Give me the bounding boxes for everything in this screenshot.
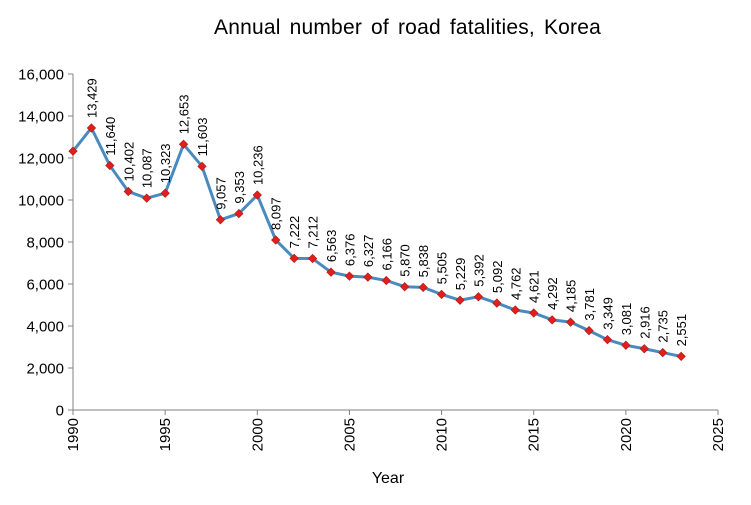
data-label: 4,185 [564,280,579,313]
series-line [71,126,683,358]
data-point [289,253,299,263]
data-label: 8,097 [269,197,284,230]
data-label: 4,621 [527,270,542,303]
data-label: 5,505 [435,252,450,285]
data-label: 9,057 [213,177,228,210]
data-label: 10,236 [250,145,265,185]
data-label: 5,392 [471,254,486,287]
data-point [547,315,557,325]
data-point [584,325,594,336]
data-label: 3,781 [582,288,597,321]
y-tick-label: 16,000 [18,67,64,84]
data-label: 6,166 [379,238,394,271]
data-point [455,295,465,305]
chart-title: Annual number of road fatalities, Korea [213,16,602,39]
data-point [178,139,189,149]
data-label: 7,212 [306,216,321,249]
y-tick-label: 12,000 [18,151,64,168]
data-label: 3,349 [600,297,615,330]
data-point [326,267,336,277]
data-point [363,272,373,282]
data-point [418,282,428,293]
data-point [68,146,78,156]
data-label: 7,222 [287,216,302,249]
data-label: 4,762 [508,267,523,300]
y-tick-label: 2,000 [26,361,64,378]
data-point [271,235,281,245]
x-tick-label: 2025 [710,418,727,451]
data-label: 11,640 [103,117,118,156]
data-label: 2,551 [674,314,689,347]
data-point [234,208,244,219]
data-point [658,347,668,358]
data-label: 5,870 [398,244,413,277]
data-label: 12,653 [177,95,192,135]
data-point [160,188,170,198]
data-label: 4,292 [545,277,560,310]
data-point [529,308,539,318]
y-tick-label: 14,000 [18,109,64,126]
data-point [344,271,355,281]
data-label: 2,916 [637,306,652,339]
data-label: 10,402 [121,142,136,182]
data-label: 6,376 [342,234,357,267]
x-tick-label: 2015 [526,418,543,451]
data-point [565,317,576,327]
data-point [86,123,97,133]
x-tick-label: 2020 [618,418,635,451]
data-point [123,186,133,197]
data-point [400,282,410,292]
data-point [510,305,520,315]
data-point [602,335,613,345]
data-point [436,289,447,300]
data-label: 10,087 [140,148,155,188]
data-point [142,193,152,203]
data-point [197,161,207,171]
data-label: 9,353 [232,171,247,204]
y-tick-label: 8,000 [26,235,64,252]
x-tick-label: 1990 [65,418,82,451]
data-label: 5,092 [490,261,505,294]
x-tick-label: 2005 [341,418,358,451]
data-label: 3,081 [619,303,634,336]
data-point [492,298,502,308]
data-label: 11,603 [195,118,210,157]
data-label: 5,229 [453,258,468,291]
data-point [381,275,391,286]
data-label: 6,327 [361,235,376,268]
y-tick-label: 0 [56,403,64,420]
x-axis-title: Year [371,470,405,487]
data-point [252,190,262,200]
y-tick-label: 6,000 [26,277,64,294]
data-point [621,340,631,350]
data-label: 2,735 [656,310,671,343]
data-label: 10,323 [158,143,173,183]
data-point [215,215,226,225]
y-tick-label: 4,000 [26,319,64,336]
data-point [473,292,484,302]
data-point [307,253,318,264]
x-tick-label: 1995 [157,418,174,451]
data-point [676,351,686,362]
data-label: 13,429 [84,78,99,118]
data-label: 5,838 [416,245,431,278]
data-point [639,344,649,354]
y-tick-label: 10,000 [18,193,64,210]
x-tick-label: 2000 [249,418,266,451]
x-tick-label: 2010 [434,418,451,451]
data-label: 6,563 [324,230,339,263]
data-point [105,160,115,171]
